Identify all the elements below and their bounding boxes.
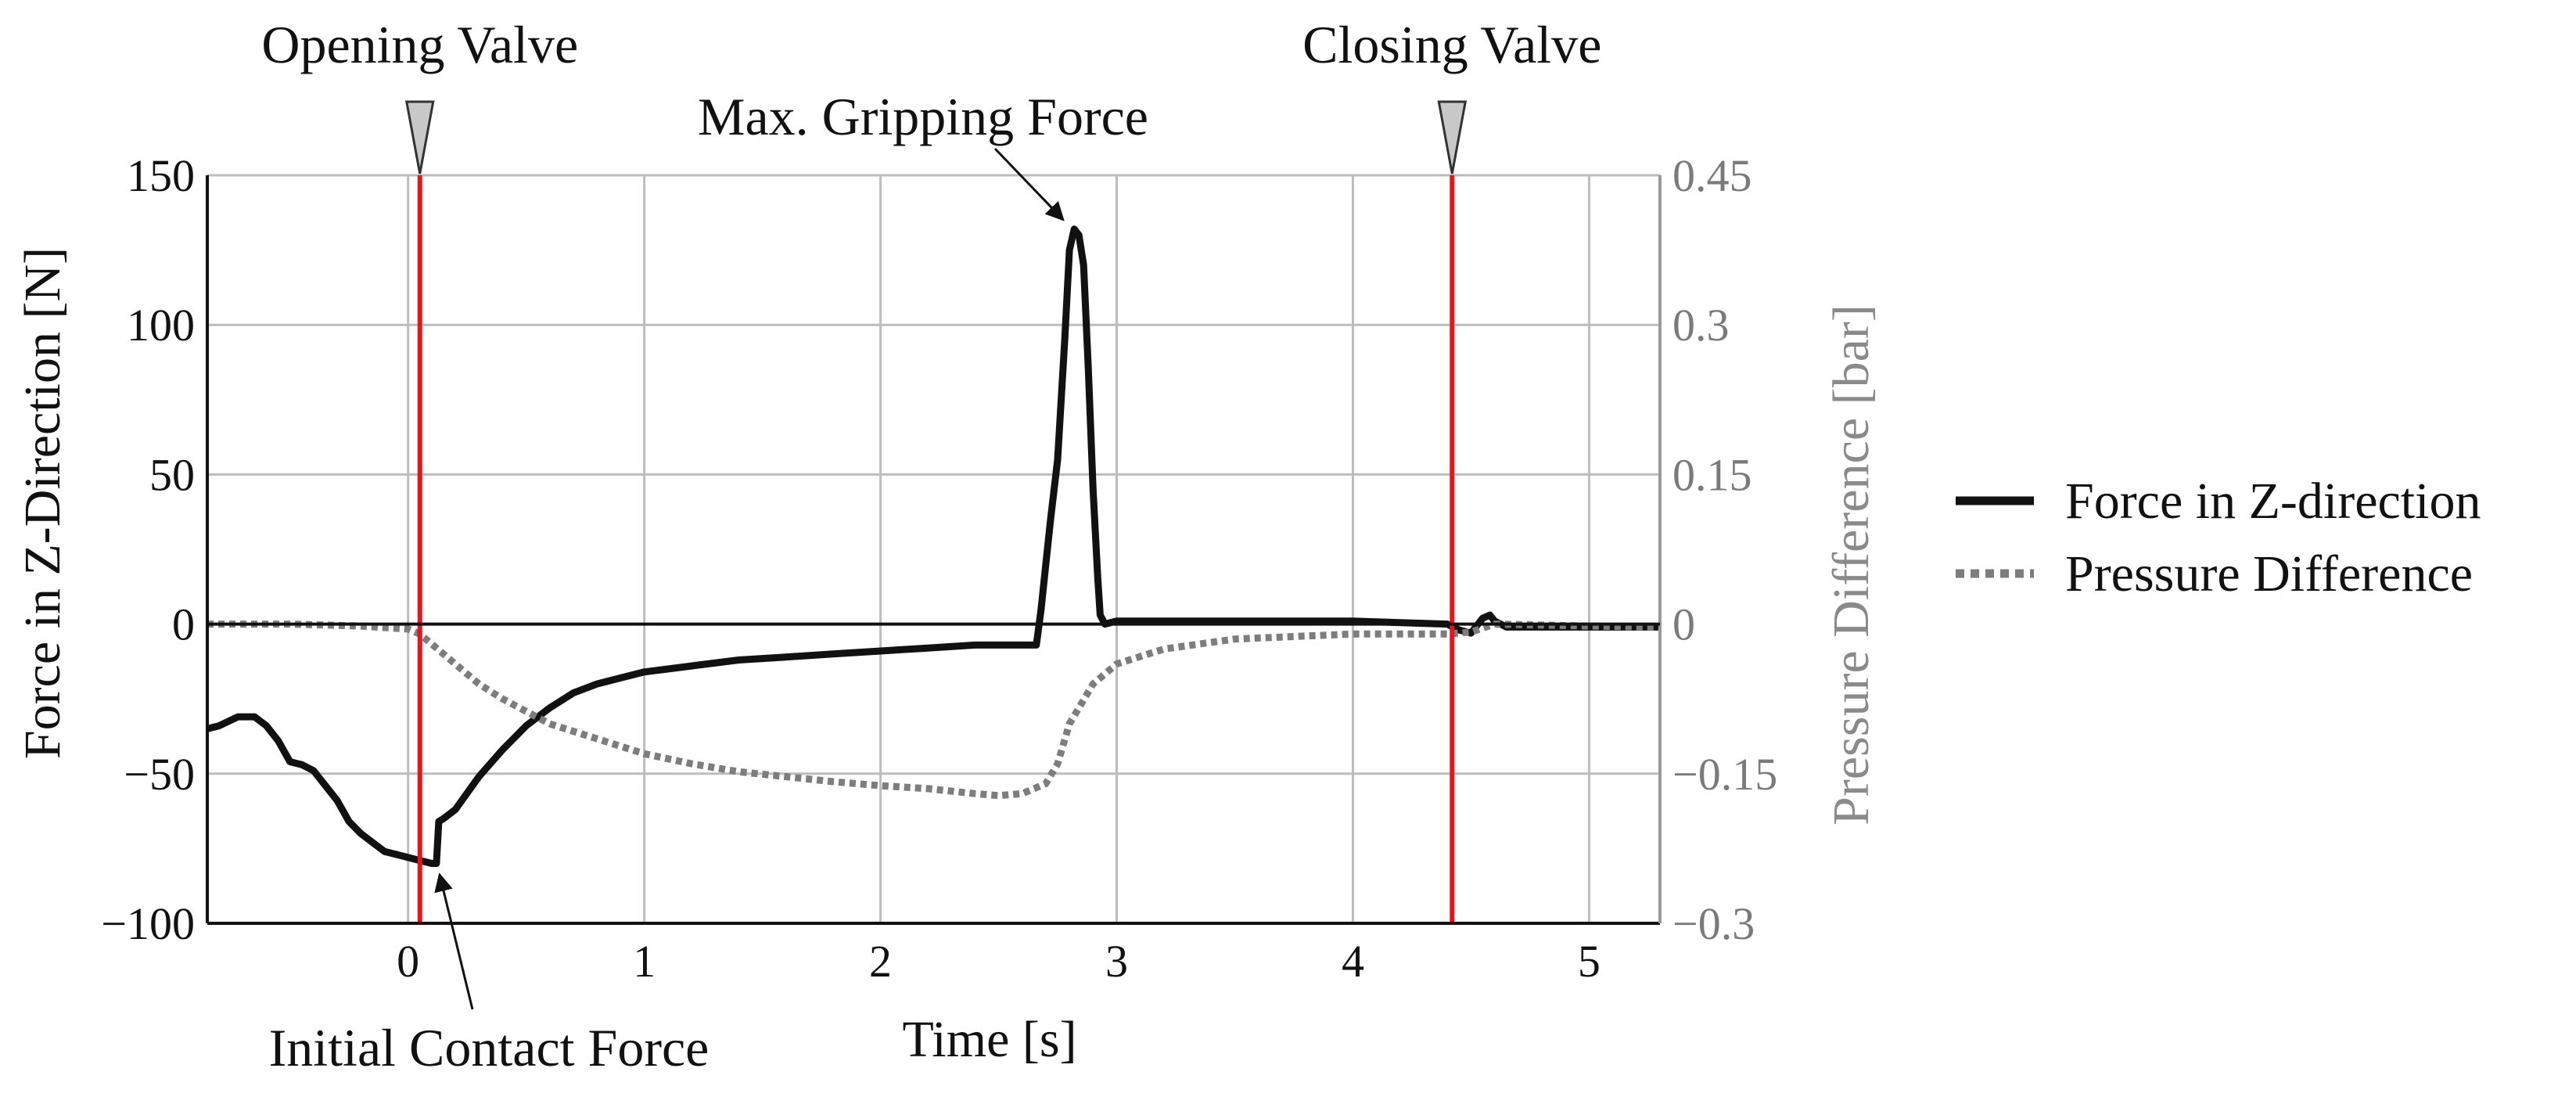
y-tick-label-right: −0.15	[1672, 749, 1777, 800]
y-tick-label-right: 0	[1672, 599, 1695, 650]
y-tick-label-left: −50	[124, 749, 195, 800]
grid-lines	[207, 174, 1660, 925]
series-layer	[206, 225, 1661, 867]
y-tick-label-left: 0	[172, 599, 195, 650]
y-tick-label-left: 50	[149, 449, 195, 500]
tick-labels: 0 1 2 3 4 5 −100 −50 0 50 100 150 −0.3 −0.15 0 0.15 0.3 0…	[101, 150, 1777, 987]
legend: Force in Z-direction Pressure Difference	[1956, 473, 2481, 602]
series-line-pressure	[207, 620, 1661, 800]
y-tick-label-left: 100	[127, 300, 195, 351]
x-tick-label: 3	[1105, 936, 1128, 987]
valve-label: Closing Valve	[1302, 15, 1601, 74]
event-lines: Opening Valve Closing Valve	[261, 15, 1601, 923]
y-axis-label-right: Pressure Difference [bar]	[1823, 304, 1880, 825]
legend-label-pressure: Pressure Difference	[2065, 545, 2473, 602]
x-tick-label: 5	[1578, 936, 1601, 987]
y-tick-label-right: 0.3	[1672, 300, 1730, 351]
x-tick-label: 1	[633, 936, 656, 987]
annotation-initial-contact-force: Initial Contact Force	[269, 1018, 710, 1077]
valve-label: Opening Valve	[261, 15, 578, 74]
y-tick-label-right: −0.3	[1672, 898, 1755, 949]
y-tick-label-left: −100	[101, 898, 195, 949]
axes	[206, 175, 1662, 925]
x-tick-label: 4	[1342, 936, 1364, 987]
y-tick-label-right: 0.15	[1672, 449, 1752, 500]
valve-marker-icon	[404, 100, 435, 174]
annotations: Max. Gripping Force Initial Contact Force	[269, 87, 1148, 1077]
x-axis-label: Time [s]	[902, 1011, 1076, 1068]
y-tick-label-right: 0.45	[1672, 150, 1752, 201]
annotation-arrow	[993, 147, 1065, 221]
annotation-arrow	[434, 872, 474, 1010]
y-tick-label-left: 150	[127, 150, 195, 201]
legend-label-force: Force in Z-direction	[2065, 473, 2481, 530]
x-tick-label: 2	[869, 936, 892, 987]
valve-marker-icon	[1437, 100, 1468, 174]
series-line-force	[206, 225, 1660, 867]
x-tick-label: 0	[397, 936, 419, 987]
annotation-max-gripping-force: Max. Gripping Force	[698, 87, 1148, 146]
y-axis-label-left: Force in Z-Direction [N]	[14, 247, 71, 759]
